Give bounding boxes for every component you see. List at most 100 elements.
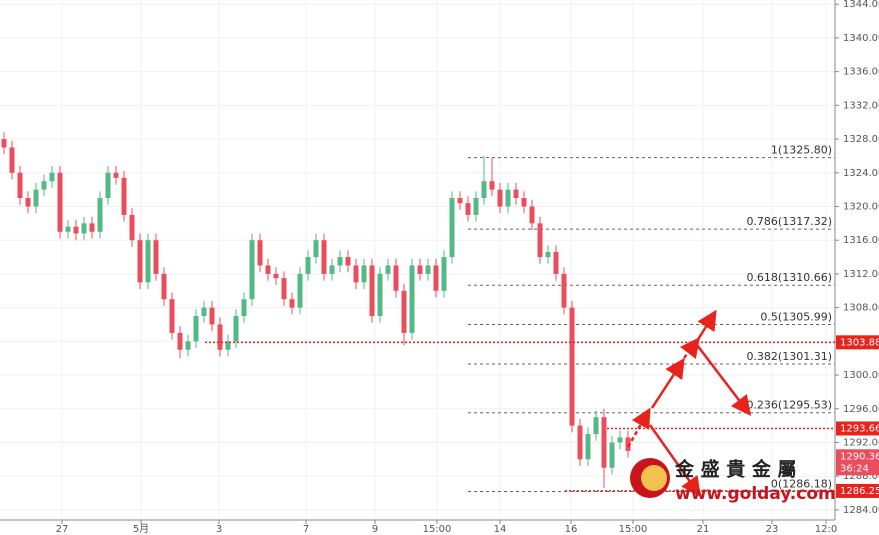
fib-label: 0.786(1317.32): [746, 215, 832, 228]
x-tick-label: 7: [303, 524, 309, 535]
arrow: [626, 407, 651, 448]
fib-label: 0(1286.18): [771, 478, 832, 491]
candle-body: [505, 189, 511, 207]
arrow: [695, 309, 717, 342]
candle-body: [441, 257, 447, 291]
candle-body: [113, 172, 119, 178]
candle-body: [625, 437, 631, 451]
watermark-name: 金 盛 貴 金 屬: [674, 458, 796, 481]
candle-body: [345, 257, 351, 266]
candle-body: [233, 316, 239, 342]
candle-body: [1, 139, 7, 148]
logo: [641, 465, 667, 491]
watermark-url: www.golday.com: [675, 484, 836, 504]
candle-body: [161, 273, 167, 300]
fib-label: 1(1325.80): [771, 144, 832, 157]
candle-body: [481, 181, 487, 199]
arrow: [648, 424, 701, 498]
candle-body: [337, 257, 343, 266]
last-price-tag: [836, 449, 879, 476]
grid: 1(1325.80) 0.786(1317.32) 0.618(1310.66) 0.…: [0, 0, 835, 520]
y-tick-label: 1328.00: [843, 134, 879, 145]
candle-body: [33, 189, 39, 207]
candle-body: [601, 417, 607, 468]
y-tick-label: 1324.00: [843, 168, 879, 179]
candle-body: [313, 240, 319, 258]
watermark: 金 盛 貴 金 屬 www.golday.com: [630, 458, 836, 504]
candle-body: [225, 341, 231, 350]
y-tick-label: 1336.00: [843, 67, 879, 78]
price-axis: [835, 0, 879, 535]
candle-body: [369, 265, 375, 317]
y-tick-label: 1316.00: [843, 235, 879, 246]
candle-body: [433, 265, 439, 291]
candle-body: [265, 265, 271, 274]
y-tick-label: 1312.00: [843, 269, 879, 280]
arrow: [650, 357, 685, 409]
y-tick-label: 1320.00: [843, 201, 879, 212]
candle-body: [185, 341, 191, 350]
y-tick-label: 1292.00: [843, 437, 879, 448]
x-tick-label: 12:0: [815, 524, 837, 535]
candle-body: [609, 442, 615, 468]
x-tick-label: 16: [565, 524, 578, 535]
candle-body: [457, 198, 463, 204]
candle-body: [361, 265, 367, 283]
candle-body: [65, 226, 71, 232]
arrow: [679, 337, 701, 359]
price-tag: [836, 483, 879, 498]
x-tick-label: 5月: [133, 523, 149, 535]
y-tick-label: 1284.00: [843, 505, 879, 516]
candle-body: [73, 226, 79, 234]
candle-body: [193, 316, 199, 342]
candle-body: [289, 299, 295, 308]
candle-body: [89, 223, 95, 232]
candle-body: [169, 299, 175, 333]
x-tick-label: 15:00: [619, 524, 648, 535]
last-price-label: 1290.36: [840, 451, 879, 462]
candle-body: [561, 273, 567, 308]
price-tag-label: 1286.25: [840, 486, 879, 497]
plot: [1, 132, 835, 492]
candle-body: [153, 240, 159, 274]
price-tag-label: 1293.66: [840, 423, 879, 434]
y-tick-label: 1308.00: [843, 303, 879, 314]
x-tick-label: 15:00: [423, 524, 452, 535]
candle-body: [553, 251, 559, 274]
candle-body: [521, 198, 527, 207]
candle-body: [409, 265, 415, 333]
price-tag: [836, 335, 879, 350]
candle-body: [41, 181, 47, 190]
candle-body: [57, 172, 63, 232]
x-tick-label: 9: [372, 524, 378, 535]
x-tick-label: 3: [216, 524, 222, 535]
candle-body: [569, 307, 575, 426]
fib-label: 0.5(1305.99): [760, 311, 832, 324]
candle-body: [281, 278, 287, 300]
candle-body: [465, 203, 471, 215]
candle-body: [177, 332, 183, 350]
candle-body: [209, 307, 215, 325]
candle-body: [129, 214, 135, 241]
candle-body: [217, 324, 223, 350]
candle-body: [249, 240, 255, 300]
candle-body: [9, 147, 15, 173]
candle-body: [25, 198, 31, 207]
price-tag: [836, 421, 879, 436]
candle-body: [497, 189, 503, 207]
candle-body: [393, 265, 399, 291]
candle-body: [145, 240, 151, 283]
x-tick-label: 23: [766, 524, 779, 535]
candle-body: [585, 434, 591, 460]
y-tick-label: 1300.00: [843, 370, 879, 381]
x-tick-label: 21: [697, 524, 710, 535]
candle-body: [377, 273, 383, 317]
y-tick-label: 1344.00: [843, 0, 879, 10]
fib-label: 0.382(1301.31): [746, 350, 832, 363]
candle-body: [305, 257, 311, 274]
candle-body: [273, 273, 279, 279]
x-tick-label: 27: [56, 524, 69, 535]
fib-label: 0.618(1310.66): [746, 271, 832, 284]
